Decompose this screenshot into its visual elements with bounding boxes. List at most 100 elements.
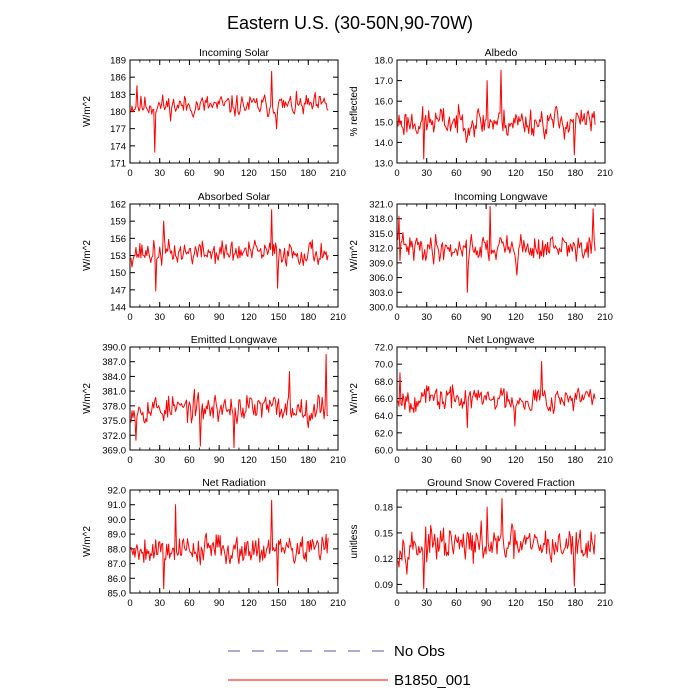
y-tick-label: 171	[110, 159, 126, 170]
y-tick-label: 378.0	[102, 401, 126, 412]
y-tick-label: 0.18	[375, 503, 394, 514]
y-tick-label: 162	[110, 200, 126, 211]
y-tick-label: 150	[110, 268, 126, 279]
y-tick-label: 369.0	[102, 446, 126, 457]
x-tick-label: 180	[300, 455, 316, 466]
x-tick-label: 150	[538, 455, 554, 466]
y-tick-label: 300.0	[369, 303, 393, 314]
x-tick-label: 0	[394, 598, 399, 609]
plot-frame	[396, 489, 606, 594]
y-axis-label: W/m^2	[82, 96, 93, 127]
x-tick-label: 60	[451, 168, 462, 179]
x-tick-label: 120	[241, 168, 257, 179]
y-tick-label: 390.0	[102, 343, 126, 354]
y-tick-label: 318.0	[369, 214, 393, 225]
plot-frame	[396, 203, 606, 308]
x-tick-label: 90	[481, 168, 492, 179]
panel-5: Net Longwave W/m^2 0 30 60 90 120 150 180 210 60.0…	[349, 334, 613, 466]
y-axis-label: unitless	[349, 525, 360, 559]
x-tick-label: 150	[538, 168, 554, 179]
series-line-b1850	[397, 69, 596, 160]
panel-title: Net Longwave	[467, 334, 534, 346]
x-tick-label: 30	[421, 312, 432, 323]
x-tick-label: 60	[451, 598, 462, 609]
y-axis-label: W/m^2	[82, 383, 93, 414]
y-tick-label: 384.0	[102, 372, 126, 383]
y-axis-label: W/m^2	[349, 383, 360, 414]
y-tick-label: 87.0	[108, 559, 127, 570]
y-axis-label: W/m^2	[349, 240, 360, 271]
y-tick-label: 66.0	[375, 394, 394, 405]
x-tick-label: 0	[127, 598, 132, 609]
x-tick-label: 30	[154, 168, 165, 179]
y-tick-label: 381.0	[102, 387, 126, 398]
y-tick-label: 90.0	[108, 515, 127, 526]
x-tick-label: 0	[394, 168, 399, 179]
x-tick-label: 210	[330, 455, 346, 466]
x-tick-label: 30	[421, 168, 432, 179]
y-tick-label: 309.0	[369, 258, 393, 269]
y-tick-label: 303.0	[369, 288, 393, 299]
plot-frame	[396, 59, 606, 164]
plot-frame	[129, 489, 339, 594]
y-tick-label: 68.0	[375, 377, 394, 388]
legend: No Obs B1850_001	[228, 643, 471, 689]
panel-title: Incoming Solar	[199, 47, 270, 59]
x-tick-label: 120	[241, 598, 257, 609]
x-tick-label: 30	[421, 598, 432, 609]
panel-title: Net Radiation	[202, 477, 266, 489]
x-tick-label: 180	[300, 598, 316, 609]
y-tick-label: 153	[110, 251, 126, 262]
x-tick-label: 90	[481, 455, 492, 466]
chart-title: Eastern U.S. (30-50N,90-70W)	[227, 13, 473, 33]
series-line-b1850	[397, 498, 596, 590]
series-line-b1850	[397, 205, 596, 293]
x-tick-label: 120	[508, 312, 524, 323]
y-tick-label: 372.0	[102, 431, 126, 442]
x-tick-label: 180	[300, 312, 316, 323]
panel-grid: Incoming Solar W/m^2 0 30 60 90 120 150 180 210 17…	[82, 47, 613, 609]
y-tick-label: 174	[110, 141, 126, 152]
y-tick-label: 15.0	[375, 117, 394, 128]
y-tick-label: 64.0	[375, 411, 394, 422]
x-tick-label: 150	[271, 168, 287, 179]
x-tick-label: 150	[271, 312, 287, 323]
y-tick-label: 177	[110, 124, 126, 135]
y-tick-label: 86.0	[108, 574, 127, 585]
x-tick-label: 120	[508, 598, 524, 609]
y-tick-label: 89.0	[108, 530, 127, 541]
y-tick-label: 91.0	[108, 500, 127, 511]
y-tick-label: 312.0	[369, 244, 393, 255]
x-tick-label: 90	[481, 312, 492, 323]
y-tick-label: 321.0	[369, 200, 393, 211]
panel-7: Ground Snow Covered Fraction unitless 0 30 6…	[349, 477, 613, 609]
x-tick-label: 180	[567, 455, 583, 466]
y-tick-label: 159	[110, 217, 126, 228]
x-tick-label: 210	[330, 168, 346, 179]
x-tick-label: 60	[184, 598, 195, 609]
x-tick-label: 150	[271, 598, 287, 609]
y-tick-label: 387.0	[102, 357, 126, 368]
y-tick-label: 14.0	[375, 138, 394, 149]
x-tick-label: 180	[567, 168, 583, 179]
y-tick-label: 16.0	[375, 97, 394, 108]
y-tick-label: 17.0	[375, 76, 394, 87]
x-tick-label: 120	[508, 455, 524, 466]
panel-0: Incoming Solar W/m^2 0 30 60 90 120 150 180 210 17…	[82, 47, 346, 179]
x-tick-label: 180	[300, 168, 316, 179]
y-tick-label: 315.0	[369, 229, 393, 240]
series-line-b1850	[130, 70, 329, 153]
x-tick-label: 90	[214, 168, 225, 179]
y-tick-label: 144	[110, 303, 126, 314]
y-tick-label: 183	[110, 90, 126, 101]
y-tick-label: 70.0	[375, 360, 394, 371]
y-tick-label: 92.0	[108, 486, 127, 497]
x-tick-label: 0	[394, 312, 399, 323]
y-axis-label: W/m^2	[82, 526, 93, 557]
panel-4: Emitted Longwave W/m^2 0 30 60 90 120 150 180 210…	[82, 334, 346, 466]
y-tick-label: 60.0	[375, 446, 394, 457]
y-tick-label: 147	[110, 285, 126, 296]
x-tick-label: 30	[154, 598, 165, 609]
plot-frame	[129, 203, 339, 308]
